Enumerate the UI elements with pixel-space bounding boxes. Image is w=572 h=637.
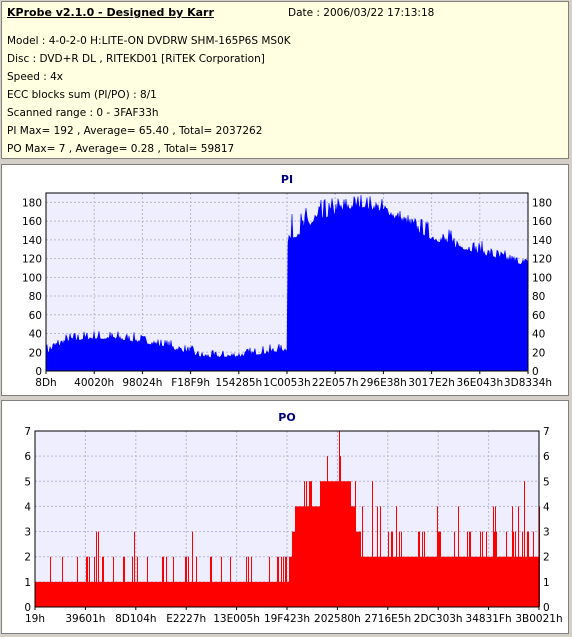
series-pi (45, 194, 529, 372)
x-tick-label: F18F9h (171, 377, 210, 389)
y-tick-label-right: 60 (532, 310, 545, 322)
pi-chart-panel: PI 0 0 20 20 40 40 60 60 80 80 100 100 120 120 140 140 16… (1, 164, 569, 396)
x-tick-label: E2227h (166, 613, 206, 625)
info-disc: Disc : DVD+R DL , RITEKD01 [RiTEK Corpor… (7, 53, 265, 65)
y-tick-label-right: 6 (543, 451, 550, 463)
x-tick-label: 40020h (74, 377, 114, 389)
x-tick-label: 2DC303h (414, 613, 463, 625)
x-tick-label: 1C0053h (263, 377, 310, 389)
y-tick-label-left: 3 (24, 527, 31, 539)
x-tick-label: 22E057h (312, 377, 359, 389)
x-tick-label: 296E38h (360, 377, 407, 389)
disc-info-panel: KProbe v2.1.0 - Designed by Karr Date : … (1, 1, 569, 159)
x-tick-label: 19h (25, 613, 45, 625)
x-tick-label: 3017E2h (408, 377, 455, 389)
y-tick-label-right: 140 (532, 235, 552, 247)
y-tick-label-left: 120 (22, 254, 42, 266)
x-tick-label: 8Dh (35, 377, 56, 389)
y-tick-label-right: 100 (532, 272, 552, 284)
y-tick-label-right: 1 (543, 577, 550, 589)
y-tick-label-right: 2 (543, 552, 550, 564)
y-tick-label-left: 2 (24, 552, 31, 564)
y-tick-label-left: 180 (22, 197, 42, 209)
y-tick-label-right: 0 (532, 366, 539, 378)
y-tick-label-left: 60 (29, 310, 42, 322)
y-tick-label-left: 4 (24, 501, 31, 513)
scan-date: Date : 2006/03/22 17:13:18 (288, 7, 435, 19)
y-tick-label-left: 5 (24, 476, 31, 488)
y-tick-label-left: 20 (29, 347, 42, 359)
y-tick-label-right: 40 (532, 329, 545, 341)
x-tick-label: 13E005h (213, 613, 260, 625)
chart-title: PI (281, 173, 293, 186)
x-tick-label: 19F423h (264, 613, 310, 625)
y-tick-label-left: 6 (24, 451, 31, 463)
y-tick-label-left: 140 (22, 235, 42, 247)
y-tick-label-right: 4 (543, 501, 550, 513)
info-ecc-blocks: ECC blocks sum (PI/PO) : 8/1 (7, 89, 157, 101)
y-tick-label-right: 0 (543, 602, 550, 614)
y-tick-label-left: 7 (24, 426, 31, 438)
y-tick-label-right: 120 (532, 254, 552, 266)
y-tick-label-left: 80 (29, 291, 42, 303)
x-tick-label: 98024h (122, 377, 162, 389)
info-scanned-range: Scanned range : 0 - 3FAF33h (7, 107, 159, 119)
y-tick-label-left: 0 (24, 602, 31, 614)
y-tick-label-left: 160 (22, 216, 42, 228)
x-tick-label: 8D104h (115, 613, 156, 625)
x-tick-label: 202580h (314, 613, 361, 625)
x-tick-label: 154285h (215, 377, 262, 389)
x-tick-label: 39601h (65, 613, 105, 625)
app-title: KProbe v2.1.0 - Designed by Karr (7, 6, 214, 19)
po-chart: PO 0 0 1 1 2 2 3 3 4 4 5 5 6 6 7 7 19h 39601h 8D104h E2227h 1… (24, 411, 562, 625)
y-tick-label-right: 180 (532, 197, 552, 209)
chart-title: PO (278, 411, 295, 424)
info-model: Model : 4-0-2-0 H:LITE-ON DVDRW SHM-165P… (7, 35, 291, 47)
y-tick-label-left: 40 (29, 329, 42, 341)
y-tick-label-right: 20 (532, 347, 545, 359)
y-tick-label-left: 1 (24, 577, 31, 589)
y-tick-label-right: 3 (543, 527, 550, 539)
x-tick-label: 36E043h (456, 377, 503, 389)
x-tick-label: 34831Fh (466, 613, 512, 625)
pi-error-area (45, 194, 529, 372)
info-po-stats: PO Max= 7 , Average= 0.28 , Total= 59817 (7, 143, 235, 155)
info-pi-stats: PI Max= 192 , Average= 65.40 , Total= 20… (7, 125, 263, 137)
y-tick-label-left: 0 (35, 366, 42, 378)
info-speed: Speed : 4x (7, 71, 64, 83)
pi-chart: PI 0 0 20 20 40 40 60 60 80 80 100 100 120 120 140 140 16… (22, 173, 552, 389)
y-tick-label-right: 160 (532, 216, 552, 228)
x-tick-label: 3D8334h (504, 377, 552, 389)
y-tick-label-right: 7 (543, 426, 550, 438)
y-tick-label-right: 5 (543, 476, 550, 488)
x-tick-label: 2716E5h (364, 613, 411, 625)
po-chart-panel: PO 0 0 1 1 2 2 3 3 4 4 5 5 6 6 7 7 19h 39601h 8D104h E2227h 1… (1, 400, 569, 634)
y-tick-label-right: 80 (532, 291, 545, 303)
x-tick-label: 3B0021h (515, 613, 562, 625)
y-tick-label-left: 100 (22, 272, 42, 284)
